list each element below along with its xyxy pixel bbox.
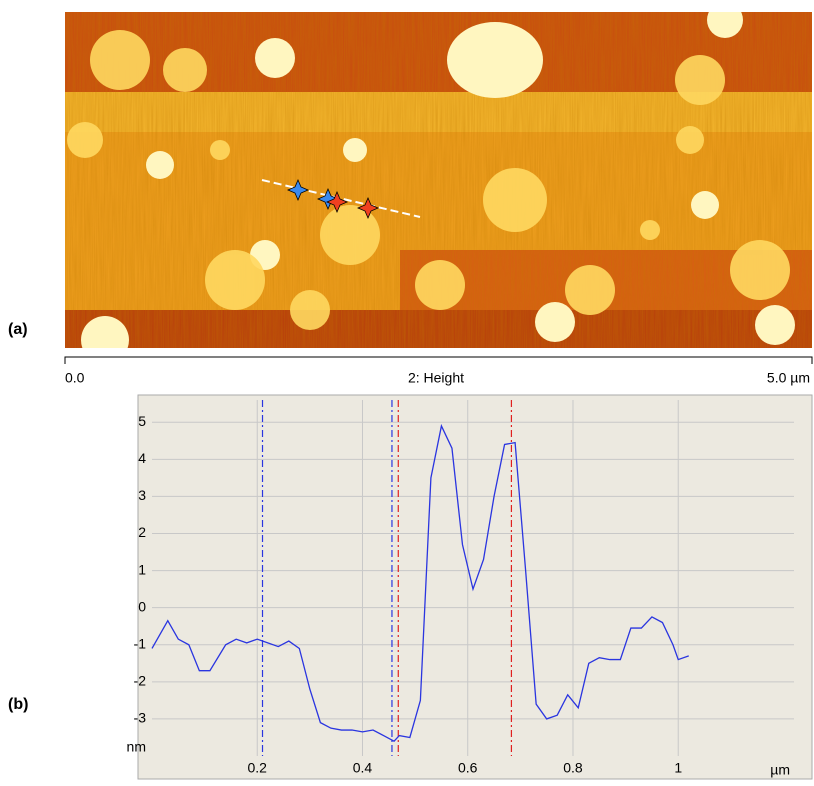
chart-frame	[137, 394, 813, 780]
afm-image	[65, 12, 812, 348]
x-tick-label: 1	[674, 760, 682, 776]
y-tick-label: -3	[134, 710, 147, 726]
y-tick-label: 4	[138, 450, 146, 466]
y-tick-label: 2	[138, 524, 146, 540]
chart: -3 -2 -1 0 1 2 3 4 5 0.2 0.4 0.6 0.8 1 nm µm	[127, 400, 794, 778]
y-axis-label: nm	[127, 739, 146, 755]
panel-label: (a)	[8, 321, 28, 338]
x-tick-label: 0.2	[248, 760, 268, 776]
y-tick-label: -2	[134, 673, 147, 689]
x-tick-label: 0.8	[563, 760, 583, 776]
scale-title: 2: Height	[408, 370, 464, 386]
y-tick-label: 5	[138, 413, 146, 429]
scale-start: 0.0	[65, 370, 85, 386]
y-tick-label: -1	[134, 635, 147, 651]
x-tick-label: 0.4	[353, 760, 373, 776]
y-tick-label: 3	[138, 487, 146, 503]
y-tick-label: 1	[138, 561, 146, 577]
x-tick-label: 0.6	[458, 760, 478, 776]
panel-label: (b)	[8, 696, 28, 713]
scale-bar	[64, 356, 813, 364]
scale-end: 5.0 µm	[767, 370, 810, 386]
y-tick-label: 0	[138, 598, 146, 614]
x-axis-label: µm	[770, 762, 790, 778]
data-line	[151, 423, 689, 742]
